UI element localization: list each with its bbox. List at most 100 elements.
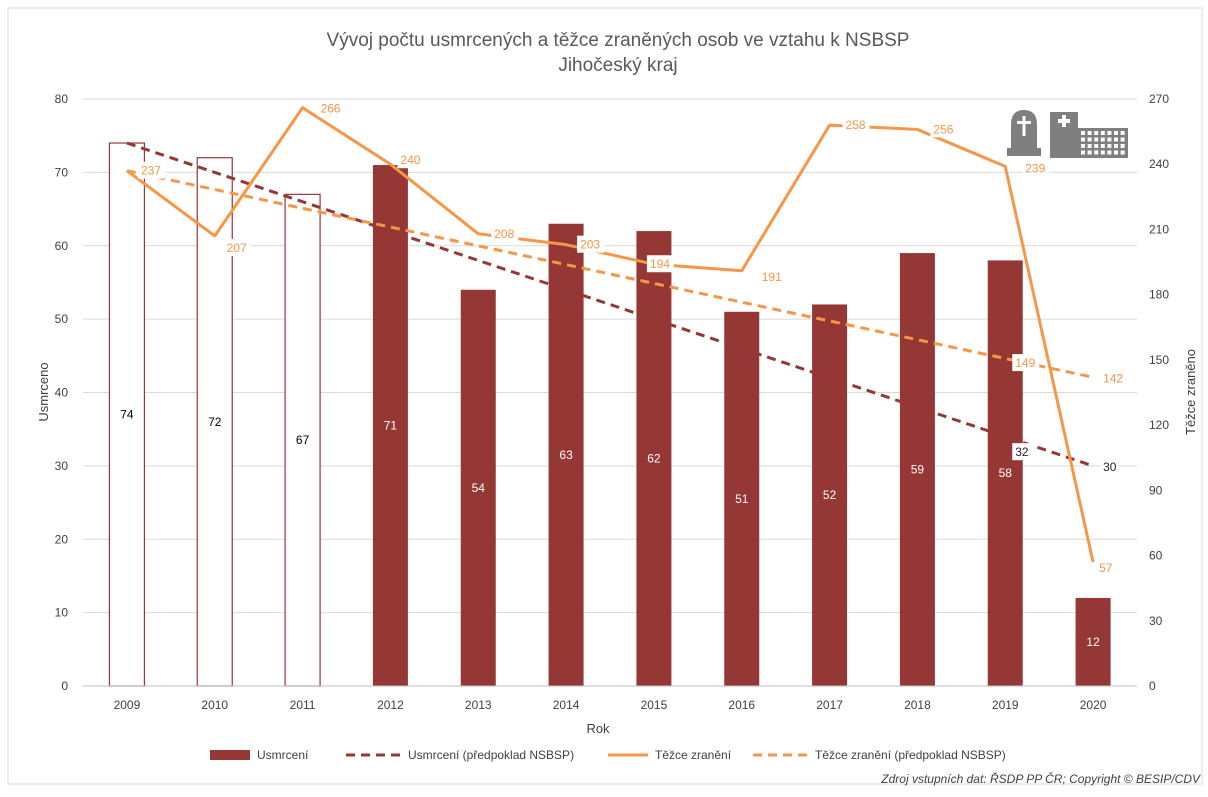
- bar-value-label: 59: [911, 463, 925, 477]
- y2-tick-label: 150: [1149, 353, 1169, 367]
- bar-value-label: 67: [296, 433, 310, 447]
- line-value-label: 207: [227, 241, 247, 255]
- line-value-label: 194: [650, 257, 670, 271]
- y2-tick-label: 90: [1149, 483, 1163, 497]
- hospital-window: [1094, 150, 1099, 155]
- y2-tick-label: 120: [1149, 418, 1169, 432]
- x-axis-title: Rok: [586, 721, 610, 736]
- bar-value-label: 54: [472, 481, 486, 495]
- hospital-window: [1100, 137, 1105, 142]
- label-background: [577, 235, 605, 253]
- line-value-label: 256: [933, 122, 953, 136]
- hospital-window: [1081, 150, 1085, 155]
- hospital-window: [1100, 150, 1105, 155]
- x-tick-label: 2015: [641, 698, 668, 712]
- legend-label: Těžce zranění (předpoklad NSBSP): [815, 748, 1006, 762]
- hospital-window: [1114, 144, 1118, 148]
- label-background: [397, 151, 425, 169]
- x-tick-label: 2013: [465, 698, 492, 712]
- bar: [1075, 597, 1111, 686]
- line-value-label: 203: [580, 238, 600, 252]
- hospital-window: [1087, 144, 1092, 148]
- x-tick-label: 2019: [992, 698, 1019, 712]
- x-tick-label: 2020: [1080, 698, 1107, 712]
- label-background: [1012, 443, 1033, 461]
- data-labels: 74 72 67 71 54 63 62 51 52 59 58 12 237 207 266 240 208 2…: [120, 99, 1128, 649]
- y2-axis-title: Těžce zraněno: [1183, 349, 1198, 435]
- x-tick-label: 2012: [377, 698, 404, 712]
- y-tick-label: 40: [55, 386, 69, 400]
- hospital-window: [1100, 131, 1105, 135]
- legend-swatch: [210, 750, 250, 760]
- y-tick-label: 30: [55, 459, 69, 473]
- hospital-window: [1094, 131, 1099, 135]
- bar: [548, 223, 584, 687]
- y-tick-label: 50: [55, 312, 69, 326]
- chart-title: Vývoj počtu usmrcených a těžce zraněných…: [327, 30, 910, 51]
- hospital-window: [1087, 137, 1092, 142]
- line-value-label: 149: [1015, 356, 1035, 370]
- line-value-label: 266: [321, 102, 341, 116]
- hospital-window: [1094, 137, 1099, 142]
- hospital-window: [1087, 150, 1092, 155]
- hospital-window: [1120, 131, 1125, 135]
- legend: Usmrcení Usmrcení (předpoklad NSBSP) Těžce…: [210, 748, 1006, 762]
- label-background: [1022, 159, 1050, 177]
- bar: [372, 165, 408, 687]
- legend-label: Usmrcení: [257, 748, 309, 762]
- y2-tick-label: 60: [1149, 549, 1163, 563]
- y-tick-label: 10: [55, 606, 69, 620]
- hospital-window: [1114, 150, 1118, 155]
- y-tick-label: 60: [55, 239, 69, 253]
- hospital-window: [1094, 144, 1099, 148]
- label-background: [842, 116, 870, 134]
- y2-tick-label: 270: [1149, 92, 1169, 106]
- y2-tick-label: 0: [1149, 679, 1156, 693]
- y-tick-label: 0: [61, 679, 68, 693]
- label-background: [137, 161, 165, 179]
- bar: [636, 231, 672, 686]
- line-value-label: 32: [1015, 445, 1029, 459]
- label-background: [758, 267, 786, 285]
- label-background: [317, 99, 345, 117]
- line-value-label: 30: [1103, 460, 1117, 474]
- bar: [460, 289, 496, 686]
- line-value-label: 240: [400, 153, 420, 167]
- hospital-window: [1107, 144, 1112, 148]
- label-background: [646, 255, 674, 273]
- chart-subtitle: Jihočeský kraj: [558, 55, 677, 76]
- hospital-window: [1081, 144, 1085, 148]
- y2-tick-label: 30: [1149, 614, 1163, 628]
- label-background: [223, 238, 251, 256]
- line-value-label: 237: [141, 164, 161, 178]
- hospital-window: [1120, 144, 1125, 148]
- label-background: [930, 120, 958, 138]
- bar-value-label: 71: [384, 419, 398, 433]
- hospital-window: [1120, 137, 1125, 142]
- y-tick-label: 80: [55, 92, 69, 106]
- bar-value-label: 58: [999, 466, 1013, 480]
- hospital-icon: [1050, 112, 1128, 158]
- line-value-label: 142: [1103, 371, 1123, 385]
- icon-group: [1007, 110, 1128, 158]
- hospital-window: [1081, 137, 1085, 142]
- hospital-window: [1114, 137, 1118, 142]
- bar-value-label: 12: [1086, 635, 1100, 649]
- y2-tick-label: 210: [1149, 222, 1169, 236]
- hospital-window: [1087, 131, 1092, 135]
- line-value-label: 57: [1099, 561, 1113, 575]
- legend-label: Těžce zranění: [655, 748, 732, 762]
- label-background: [1100, 369, 1128, 387]
- bar-value-label: 62: [647, 452, 661, 466]
- line-value-label: 239: [1025, 161, 1045, 175]
- tombstone-icon: [1007, 110, 1041, 156]
- x-tick-label: 2014: [553, 698, 580, 712]
- legend-label: Usmrcení (předpoklad NSBSP): [408, 748, 574, 762]
- bar: [899, 253, 935, 686]
- hospital-window: [1081, 131, 1085, 135]
- hospital-window: [1100, 144, 1105, 148]
- label-background: [1096, 559, 1117, 577]
- bar-series: [108, 142, 1111, 687]
